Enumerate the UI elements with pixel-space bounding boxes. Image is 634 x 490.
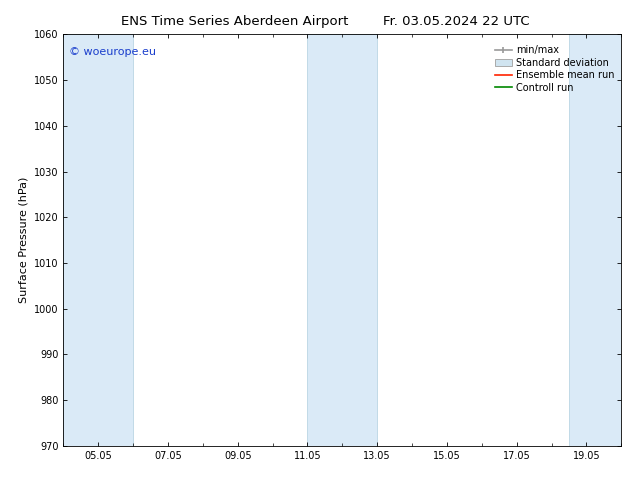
Legend: min/max, Standard deviation, Ensemble mean run, Controll run: min/max, Standard deviation, Ensemble me… — [493, 43, 616, 95]
Bar — [569, 34, 621, 446]
Y-axis label: Surface Pressure (hPa): Surface Pressure (hPa) — [18, 177, 29, 303]
Bar — [63, 34, 133, 446]
Bar — [307, 34, 377, 446]
Text: ENS Time Series Aberdeen Airport: ENS Time Series Aberdeen Airport — [121, 15, 348, 28]
Text: © woeurope.eu: © woeurope.eu — [69, 47, 156, 57]
Text: Fr. 03.05.2024 22 UTC: Fr. 03.05.2024 22 UTC — [383, 15, 530, 28]
